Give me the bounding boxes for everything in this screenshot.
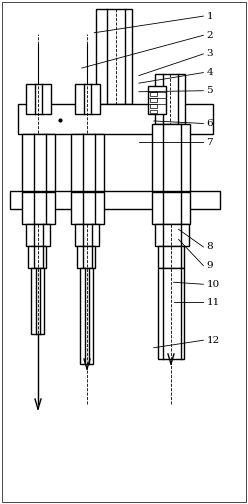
Bar	[26, 224, 50, 246]
Bar	[155, 74, 185, 124]
Text: 8: 8	[206, 242, 213, 251]
Text: 4: 4	[206, 68, 213, 77]
Bar	[150, 98, 157, 102]
Bar	[77, 246, 95, 268]
Bar	[71, 192, 104, 224]
Bar	[152, 192, 190, 224]
Bar	[158, 268, 184, 359]
Text: 6: 6	[206, 119, 213, 128]
Bar	[28, 246, 46, 268]
Bar	[155, 224, 189, 246]
Bar	[22, 192, 55, 224]
Bar	[26, 84, 51, 114]
Text: 10: 10	[206, 280, 220, 289]
Text: 3: 3	[206, 49, 213, 58]
Text: 1: 1	[206, 12, 213, 21]
Bar	[150, 92, 157, 96]
Bar	[18, 104, 213, 134]
Bar	[22, 134, 55, 194]
Bar	[96, 9, 132, 104]
Bar	[71, 134, 104, 194]
Bar	[158, 246, 184, 268]
Bar	[31, 268, 44, 334]
Bar	[148, 86, 166, 114]
Text: 11: 11	[206, 298, 220, 307]
Bar	[150, 104, 157, 108]
Bar	[150, 110, 157, 113]
Text: 9: 9	[206, 261, 213, 270]
Bar	[10, 191, 220, 209]
Bar	[80, 268, 93, 364]
Bar	[75, 224, 99, 246]
Text: 12: 12	[206, 336, 220, 345]
Text: 7: 7	[206, 138, 213, 147]
Bar	[75, 84, 100, 114]
Text: 2: 2	[206, 31, 213, 40]
Bar	[152, 124, 190, 194]
Text: 5: 5	[206, 86, 213, 95]
